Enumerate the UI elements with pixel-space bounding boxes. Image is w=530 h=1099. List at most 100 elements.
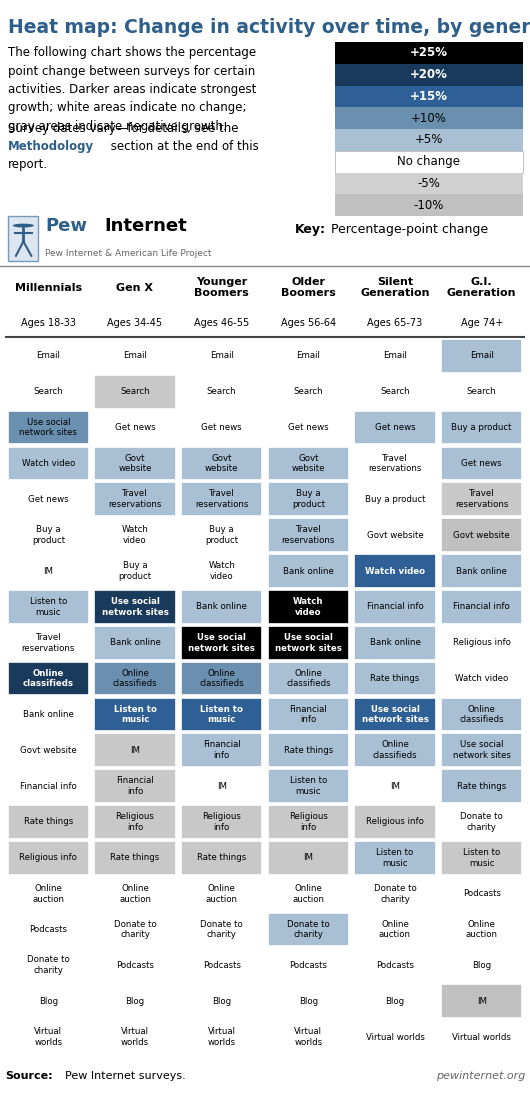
Bar <box>181 446 262 480</box>
Text: Get news: Get news <box>375 423 416 432</box>
Text: Religious
info: Religious info <box>202 812 241 832</box>
Text: Donate to
charity: Donate to charity <box>113 920 156 940</box>
Bar <box>94 590 176 624</box>
Text: Search: Search <box>467 387 497 397</box>
Bar <box>268 482 349 517</box>
Text: Religious
info: Religious info <box>289 812 328 832</box>
Bar <box>354 375 436 409</box>
Text: Blog: Blog <box>39 997 58 1006</box>
Text: Listen to
music: Listen to music <box>113 704 156 724</box>
Text: Online
classifieds: Online classifieds <box>23 668 74 688</box>
Bar <box>354 482 436 517</box>
Text: Govt
website: Govt website <box>292 454 325 474</box>
Text: Use social
network sites: Use social network sites <box>275 633 342 653</box>
Text: Podcasts: Podcasts <box>463 889 501 898</box>
Bar <box>441 519 523 552</box>
Bar <box>181 948 262 983</box>
Bar <box>441 806 523 839</box>
Text: Bank online: Bank online <box>369 639 420 647</box>
Text: Email: Email <box>470 352 493 360</box>
Bar <box>354 877 436 911</box>
Bar <box>181 877 262 911</box>
Bar <box>268 662 349 696</box>
Bar <box>354 1020 436 1054</box>
Text: Methodology: Methodology <box>8 140 94 153</box>
Text: Online
classifieds: Online classifieds <box>199 668 244 688</box>
Text: Get news: Get news <box>28 495 69 503</box>
Text: Email: Email <box>296 352 320 360</box>
Text: Watch
video: Watch video <box>208 562 235 581</box>
Bar <box>94 411 176 444</box>
Text: Online
auction: Online auction <box>293 884 324 903</box>
Text: Travel
reservations: Travel reservations <box>108 489 162 509</box>
Text: Get news: Get news <box>288 423 329 432</box>
Bar <box>7 948 89 983</box>
Bar <box>335 173 523 195</box>
Text: G.I.
Generation: G.I. Generation <box>447 277 516 299</box>
Bar <box>7 662 89 696</box>
Text: Blog: Blog <box>472 961 491 970</box>
Text: Online
auction: Online auction <box>32 884 64 903</box>
Bar <box>181 912 262 946</box>
Text: Watch
video: Watch video <box>121 525 148 545</box>
Text: Online
auction: Online auction <box>379 920 411 940</box>
Text: Use social
network sites: Use social network sites <box>453 741 510 761</box>
Bar <box>7 482 89 517</box>
Text: Ages 56-64: Ages 56-64 <box>281 318 336 328</box>
Text: Financial
info: Financial info <box>203 741 241 761</box>
Text: Search: Search <box>294 387 323 397</box>
Text: -5%: -5% <box>418 177 440 190</box>
Bar <box>354 519 436 552</box>
Bar <box>94 877 176 911</box>
Bar <box>441 446 523 480</box>
Text: +15%: +15% <box>410 90 448 103</box>
Text: IM: IM <box>303 853 313 863</box>
Text: Buy a
product: Buy a product <box>292 489 325 509</box>
Bar <box>268 985 349 1018</box>
Bar <box>181 340 262 373</box>
Text: report.: report. <box>8 158 48 171</box>
Text: Donate to
charity: Donate to charity <box>460 812 503 832</box>
Bar <box>7 806 89 839</box>
Bar <box>268 877 349 911</box>
Text: Younger
Boomers: Younger Boomers <box>195 277 249 299</box>
Bar <box>94 519 176 552</box>
Bar <box>7 340 89 373</box>
Bar <box>335 195 523 217</box>
Text: Watch video: Watch video <box>365 566 425 576</box>
Bar <box>94 340 176 373</box>
Circle shape <box>13 223 34 227</box>
Text: Rate things: Rate things <box>24 818 73 826</box>
Text: Email: Email <box>210 352 234 360</box>
Text: Buy a
product: Buy a product <box>118 562 152 581</box>
Bar <box>7 519 89 552</box>
Text: Podcasts: Podcasts <box>202 961 241 970</box>
Bar <box>7 446 89 480</box>
Bar <box>268 841 349 875</box>
Text: Religious info: Religious info <box>453 639 510 647</box>
Text: Pew: Pew <box>45 217 87 234</box>
Text: Financial
info: Financial info <box>289 704 327 724</box>
Text: IM: IM <box>43 566 54 576</box>
Text: Religious info: Religious info <box>20 853 77 863</box>
Text: Online
auction: Online auction <box>206 884 237 903</box>
Text: Online
classifieds: Online classifieds <box>373 741 417 761</box>
Bar <box>268 698 349 731</box>
Bar <box>441 841 523 875</box>
Text: Financial info: Financial info <box>20 781 77 790</box>
Text: Religious
info: Religious info <box>116 812 154 832</box>
Bar <box>268 733 349 767</box>
Bar <box>441 411 523 444</box>
Bar <box>94 806 176 839</box>
Text: IM: IM <box>217 781 227 790</box>
Bar <box>7 1020 89 1054</box>
Bar <box>94 948 176 983</box>
Bar <box>354 948 436 983</box>
Text: Age 74+: Age 74+ <box>461 318 503 328</box>
Text: Online
classifieds: Online classifieds <box>113 668 157 688</box>
Bar <box>441 912 523 946</box>
Text: Key:: Key: <box>295 222 326 235</box>
Text: IM: IM <box>476 997 487 1006</box>
Text: Use social
network sites: Use social network sites <box>102 597 169 617</box>
Bar <box>181 411 262 444</box>
